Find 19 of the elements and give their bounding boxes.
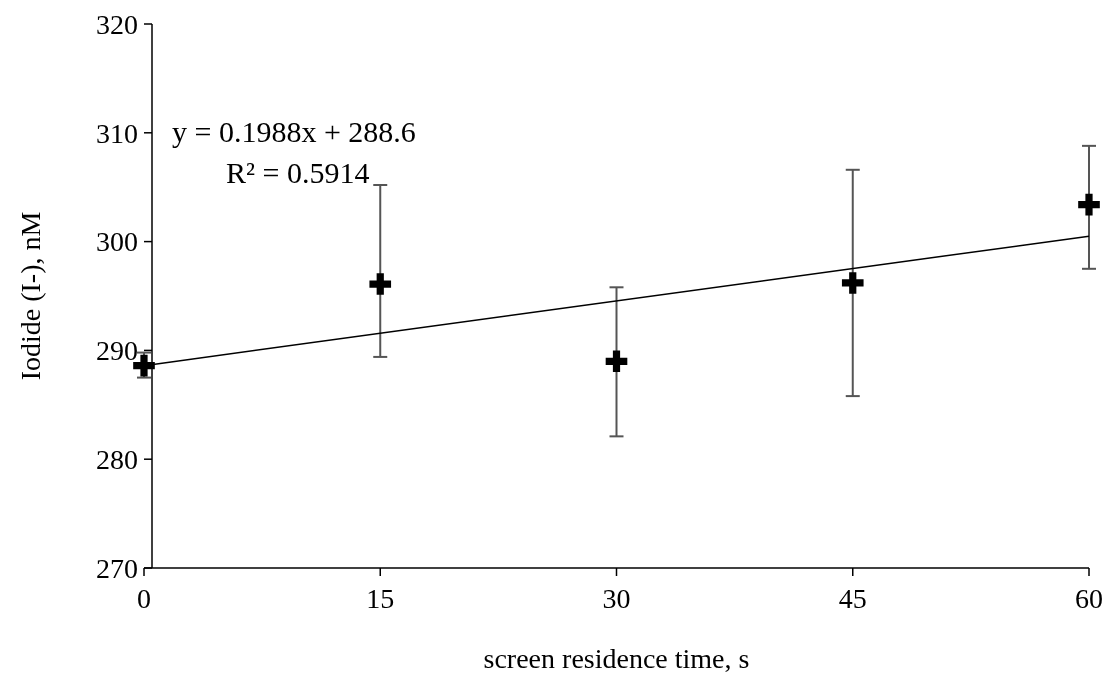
point	[841, 272, 864, 294]
y-tick-label: 310	[96, 117, 138, 149]
x-tick-label: 45	[838, 583, 867, 614]
x-tick-label: 60	[1075, 583, 1103, 614]
y-tick-label: 300	[96, 226, 138, 258]
y-tick-label: 270	[96, 552, 138, 584]
point	[605, 350, 628, 373]
annotation: R² = 0.5914	[226, 156, 370, 189]
x-tick-label: 30	[602, 583, 631, 614]
y-tick-label: 290	[96, 335, 138, 367]
y-tick-label: 320	[96, 8, 138, 40]
x-tick-label: 15	[366, 583, 395, 614]
point	[1078, 193, 1100, 216]
x-axis-title: screen residence time, s	[483, 643, 750, 674]
annotation: y = 0.1988x + 288.6	[172, 115, 416, 148]
point	[369, 273, 392, 295]
y-axis-title: Iodide (I-), nM	[15, 211, 46, 381]
y-tick-label: 280	[96, 444, 138, 475]
x-tick-label: 0	[137, 583, 151, 614]
